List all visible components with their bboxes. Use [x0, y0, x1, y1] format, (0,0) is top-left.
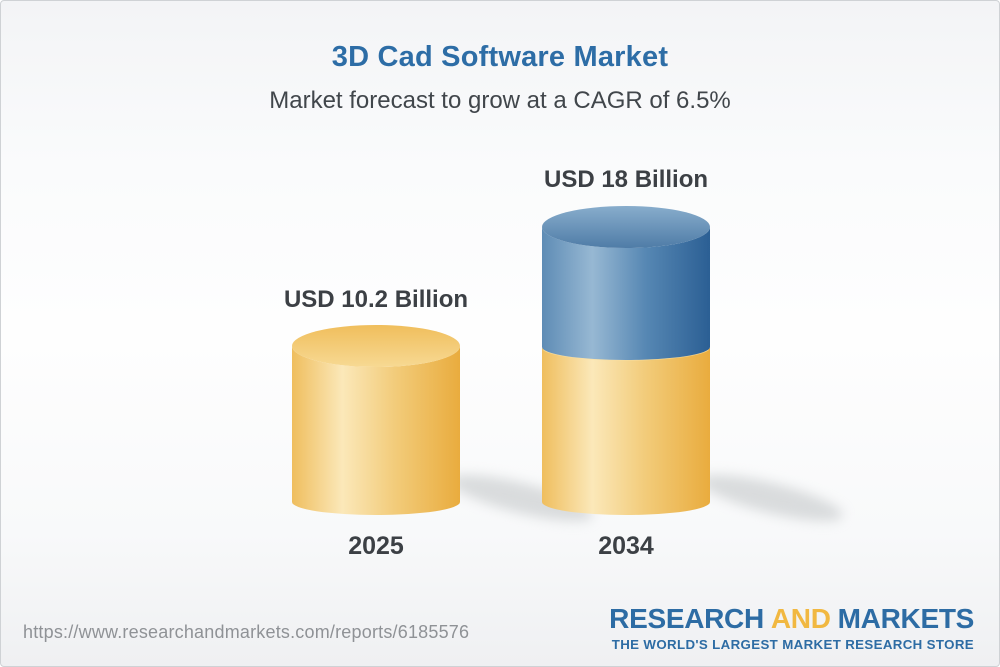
logo-wordmark: RESEARCH AND MARKETS — [609, 605, 974, 633]
value-label-2034: USD 18 Billion — [543, 166, 709, 193]
logo-word-markets: MARKETS — [837, 603, 975, 634]
bar-2034-growth-segment — [542, 227, 710, 360]
logo-tagline: THE WORLD'S LARGEST MARKET RESEARCH STOR… — [611, 637, 974, 652]
bar-2034-top — [542, 206, 710, 248]
bar-2025-top — [292, 325, 460, 367]
page-subtitle: Market forecast to grow at a CAGR of 6.5… — [269, 87, 731, 114]
logo-word-research: RESEARCH — [609, 603, 764, 634]
bar-2034-shadow — [699, 474, 843, 522]
logo-word-and: AND — [770, 603, 831, 634]
report-url: https://www.researchandmarkets.com/repor… — [23, 622, 470, 642]
research-and-markets-logo: RESEARCH AND MARKETS THE WORLD'S LARGEST M… — [609, 605, 974, 653]
bar-2025-body — [292, 346, 460, 515]
value-label-2025: USD 10.2 Billion — [283, 286, 469, 313]
bar-2025-shadow — [449, 474, 593, 522]
category-label-2034: 2034 — [598, 532, 654, 560]
bar-2034-base-segment — [542, 347, 710, 515]
category-label-2025: 2025 — [348, 532, 404, 560]
page-title: 3D Cad Software Market — [331, 41, 669, 73]
